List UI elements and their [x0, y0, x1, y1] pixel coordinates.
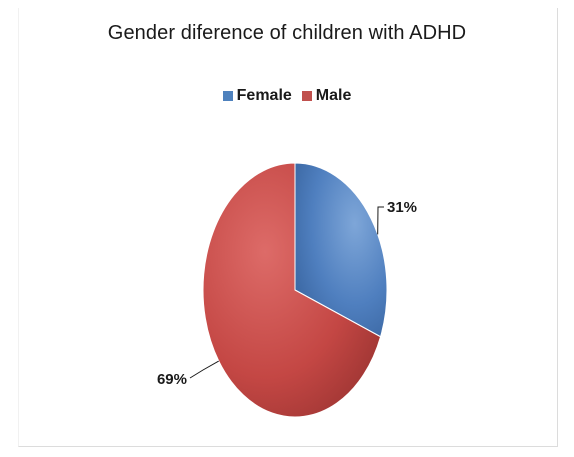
pie-leader-lines	[189, 206, 384, 379]
legend-swatch-male	[301, 91, 312, 101]
legend-item-female: Female	[222, 87, 292, 105]
chart-title: Gender diference of children with ADHD	[107, 22, 467, 44]
leader-line-female	[377, 206, 384, 235]
chart-legend: Female Male	[0, 87, 574, 105]
legend-label-female: Female	[236, 87, 292, 104]
pie-slices	[202, 162, 388, 418]
pie-label-male: 69%	[157, 371, 187, 388]
pie-label-female: 31%	[387, 199, 417, 216]
pie-labels: 31% 69%	[157, 199, 417, 388]
legend-item-male: Male	[301, 87, 352, 105]
pie-slice-male	[202, 162, 382, 418]
legend-swatch-female	[222, 91, 233, 101]
pie-slice-female	[294, 162, 388, 338]
leader-line-male	[189, 360, 219, 379]
legend-label-male: Male	[315, 87, 352, 104]
